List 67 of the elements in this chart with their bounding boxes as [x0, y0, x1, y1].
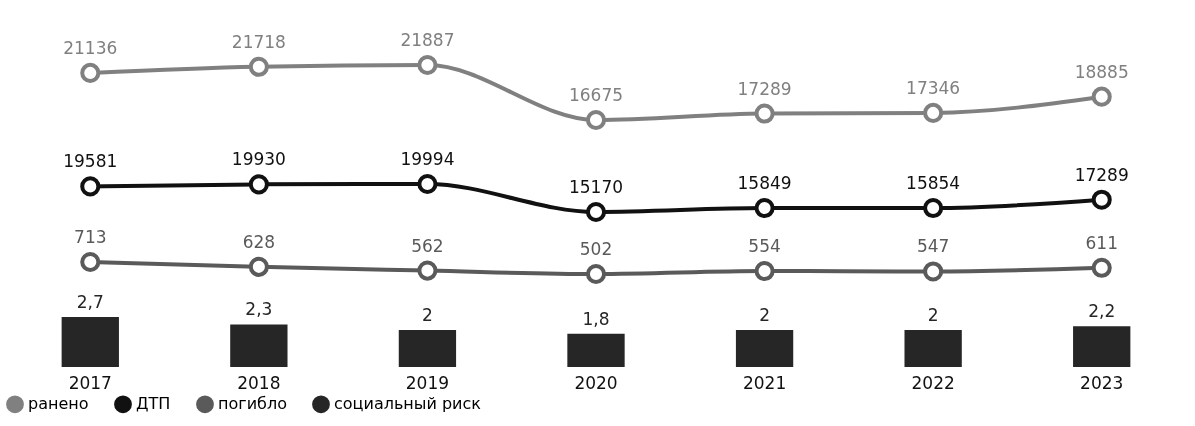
x-tick-label: 2021 [742, 372, 787, 393]
point [80, 62, 101, 83]
data-label: 713 [74, 227, 107, 247]
point [417, 173, 438, 195]
data-label: 16675 [568, 85, 624, 105]
data-label: 2 [759, 304, 770, 325]
bar [1073, 326, 1131, 367]
point [754, 103, 775, 124]
point [248, 174, 269, 195]
point [80, 176, 101, 197]
data-label: 562 [411, 235, 444, 256]
point [923, 197, 944, 219]
data-label: 1,8 [582, 308, 610, 329]
data-label: 17289 [1074, 164, 1129, 185]
bar [567, 333, 625, 367]
data-label: 21718 [231, 31, 286, 52]
x-tick-label: 2020 [574, 372, 618, 393]
point [248, 256, 269, 277]
data-label: 15170 [568, 177, 624, 197]
data-label: 2,2 [1088, 301, 1116, 322]
point [80, 251, 101, 273]
bar [230, 324, 288, 367]
point [585, 109, 607, 131]
data-label: 17346 [906, 77, 961, 98]
x-tick-label: 2019 [405, 372, 450, 393]
point [417, 54, 438, 76]
x-tick-label: 2023 [1080, 372, 1124, 393]
point [585, 201, 607, 223]
data-label: 21887 [400, 30, 455, 50]
data-label: 502 [579, 239, 613, 259]
point [923, 261, 944, 282]
data-label: 18885 [1074, 61, 1129, 82]
data-label: 17289 [737, 78, 792, 99]
point [1091, 257, 1112, 278]
data-label: 547 [916, 236, 950, 257]
data-label: 2,7 [76, 292, 104, 312]
data-label: 2 [927, 304, 939, 325]
point [585, 263, 607, 285]
data-label: 19581 [63, 151, 118, 172]
legend-label: ранено [28, 394, 89, 414]
data-label: 19930 [231, 149, 286, 170]
data-label: 628 [242, 231, 276, 252]
data-label: 554 [748, 236, 781, 257]
data-label: 21136 [63, 37, 118, 58]
point [1091, 189, 1112, 210]
x-tick-label: 2022 [911, 372, 955, 393]
bar [904, 329, 962, 367]
point [754, 198, 775, 219]
data-label: 2 [422, 304, 433, 325]
point [417, 260, 438, 281]
legend-label: ДТП [136, 394, 171, 414]
data-label: 19994 [400, 149, 455, 169]
bar [61, 317, 119, 367]
point [754, 261, 775, 282]
point [923, 102, 944, 123]
bar [735, 329, 794, 367]
x-tick-label: 2018 [237, 372, 281, 393]
data-label: 15854 [906, 173, 961, 194]
legend-label: социальный риск [334, 394, 482, 414]
x-tick-label: 2017 [68, 372, 112, 393]
data-label: 15849 [737, 173, 792, 194]
point [248, 56, 269, 77]
data-label: 2,3 [245, 299, 273, 320]
point [1091, 86, 1112, 107]
legend-label: погибло [218, 394, 287, 414]
bar [398, 329, 457, 367]
data-label: 611 [1085, 232, 1118, 253]
